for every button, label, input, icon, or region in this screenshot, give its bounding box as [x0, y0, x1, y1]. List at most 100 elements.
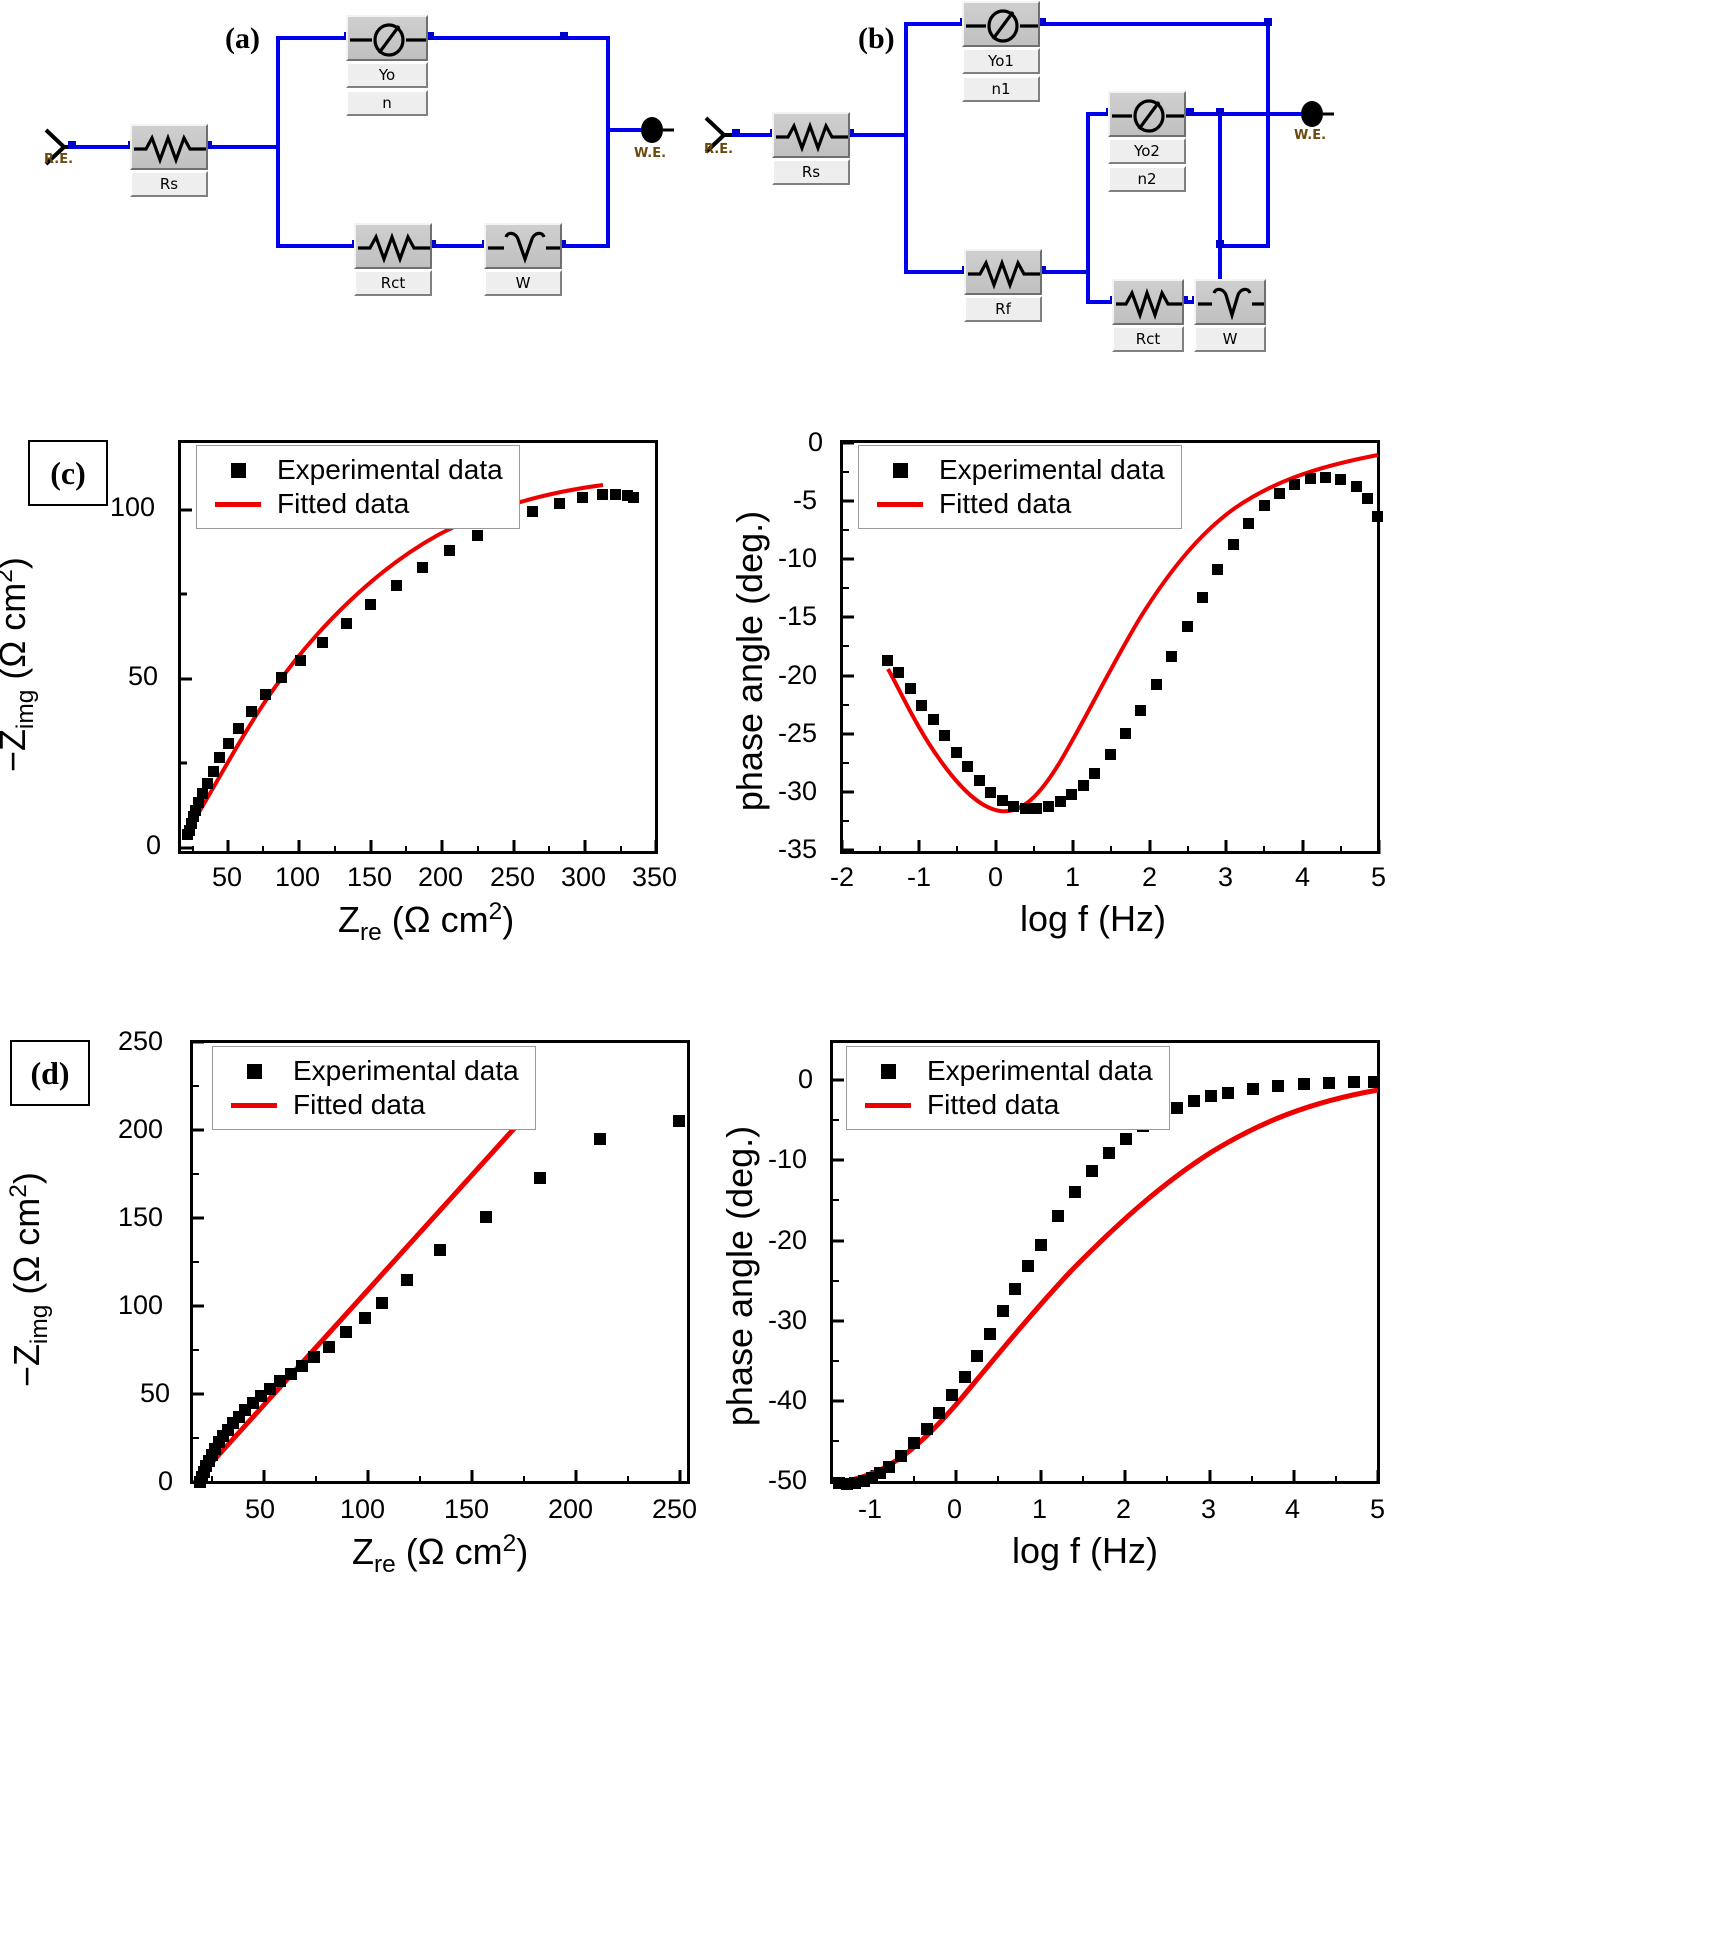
chart-d-nyquist-canvas [190, 1040, 685, 1488]
wire-w-to-right-a [562, 244, 610, 248]
component-label-yo-a: Yo [346, 62, 428, 88]
node-rs-right-a [204, 141, 212, 149]
panel-label-d-box: (d) [10, 1040, 90, 1106]
chart-d-bode-xtick-1: 1 [1032, 1494, 1048, 1524]
chart-d-nyquist-fit-line [194, 1120, 522, 1482]
legend-label-fitted: Fitted data [277, 488, 410, 519]
working-electrode-label-a: W.E. [634, 146, 667, 161]
chart-c-bode: Experimental data Fitted data [840, 440, 1383, 854]
component-label-yo1-b: Yo1 [962, 48, 1040, 74]
legend-label-fitted: Fitted data [939, 488, 1072, 519]
wire-bottom-branch-b [1086, 300, 1114, 304]
legend-marker-line-icon [207, 501, 269, 507]
component-label-n-a: n [346, 90, 428, 116]
legend-marker-line-icon [223, 1102, 285, 1108]
node-rf-right-b [1038, 266, 1046, 274]
chart-c-bode-xtick-m2: -2 [830, 862, 855, 892]
legend-marker-square-icon [857, 1063, 919, 1079]
chart-d-nyquist: Experimental data Fitted data [190, 1040, 690, 1488]
warburg-icon-a [484, 223, 562, 269]
chart-c-nyquist-xlabel: Zre (Ω cm2) [338, 898, 515, 947]
wire-cpe1-to-right-b [1042, 22, 1270, 26]
legend-row-experimental: Experimental data [869, 453, 1165, 487]
component-label-rct-a: Rct [354, 270, 432, 296]
chart-d-nyquist-points [194, 1115, 685, 1488]
chart-d-nyquist-ytick-150: 150 [118, 1202, 164, 1232]
legend-label-experimental: Experimental data [927, 1055, 1153, 1086]
working-electrode-icon-b [1301, 101, 1334, 127]
legend-row-fitted: Fitted data [223, 1088, 519, 1122]
component-label-n2-b: n2 [1108, 166, 1186, 192]
wire-rs-to-split-b [850, 133, 906, 137]
chart-c-bode-xtick-m1: -1 [907, 862, 932, 892]
chart-d-nyquist-ytick-250: 250 [118, 1026, 164, 1056]
legend-marker-line-icon [857, 1102, 919, 1108]
node-top-right-a [560, 32, 568, 40]
chart-c-nyquist: Experimental data Fitted data [178, 440, 658, 854]
node-rct-right-a [428, 240, 436, 248]
component-label-yo2-b: Yo2 [1108, 138, 1186, 164]
resistor-icon-rs-b [772, 112, 850, 158]
chart-d-bode-xtick-m1: -1 [858, 1494, 883, 1524]
chart-c-bode-ytick-m15: -15 [778, 601, 818, 631]
component-label-w-a: W [484, 270, 562, 296]
node-re-a [68, 141, 76, 149]
component-rct-a[interactable]: Rct [354, 223, 432, 296]
chart-c-bode-points [882, 472, 1383, 814]
node-mid-right-b [1216, 108, 1224, 116]
legend-marker-square-icon [869, 462, 931, 478]
wire-re-to-rs-b [734, 133, 774, 137]
chart-c-nyquist-xtick-100: 100 [275, 862, 321, 892]
component-rct-b[interactable]: Rct [1112, 279, 1184, 352]
panel-label-d: (d) [30, 1054, 70, 1091]
cpe1-icon-b [962, 1, 1040, 47]
chart-d-bode-ytick-m20: -20 [768, 1225, 808, 1255]
chart-c-bode-xlabel: log f (Hz) [1020, 898, 1167, 939]
circuit-diagram-b: (b) R.E. Rs [690, 0, 1722, 352]
legend-row-fitted: Fitted data [869, 487, 1165, 521]
node-lower-right-b [1216, 240, 1224, 248]
chart-d-bode-ylabel: phase angle (deg.) [719, 1125, 761, 1427]
chart-c-bode-ytick-m20: -20 [778, 660, 818, 690]
legend-row-experimental: Experimental data [207, 453, 503, 487]
chart-c-nyquist-fit-line [183, 483, 604, 837]
chart-d-nyquist-ytick-200: 200 [118, 1114, 164, 1144]
wire-right-to-we-b [1266, 112, 1304, 116]
component-cpe1-b[interactable]: Yo1 n1 [962, 1, 1040, 102]
chart-d-bode-ytick-m30: -30 [768, 1305, 808, 1335]
chart-d-nyquist-xtick-250: 250 [652, 1494, 698, 1524]
chart-d-nyquist-legend: Experimental data Fitted data [212, 1046, 536, 1130]
wire-right-to-we-a [606, 128, 644, 132]
reference-electrode-label-b: R.E. [704, 142, 734, 157]
wire-cpe-to-right-a [430, 36, 610, 40]
component-w-b[interactable]: W [1194, 279, 1266, 352]
wire-top-to-cpe1-b [904, 22, 964, 26]
component-cpe2-b[interactable]: Yo2 n2 [1108, 91, 1186, 192]
chart-c-bode-ytick-m30: -30 [778, 776, 818, 806]
chart-c-bode-xtick-4: 4 [1295, 862, 1311, 892]
chart-c-bode-ytick-m10: -10 [778, 543, 818, 573]
legend-marker-line-icon [869, 501, 931, 507]
chart-c-bode-ytick-0: 0 [808, 427, 824, 457]
component-w-a[interactable]: W [484, 223, 562, 296]
chart-d-bode-ytick-0: 0 [798, 1064, 814, 1094]
wire-to-rf-b [904, 270, 966, 274]
chart-c-bode-xtick-2: 2 [1142, 862, 1158, 892]
wire-bottom-left-a [276, 244, 356, 248]
cpe-icon-a [346, 15, 428, 61]
chart-d-bode-xtick-3: 3 [1201, 1494, 1217, 1524]
component-cpe-a[interactable]: Yo n [346, 15, 428, 116]
node-cpe-right-a [426, 32, 434, 40]
legend-row-experimental: Experimental data [223, 1054, 519, 1088]
component-rs-a[interactable]: Rs [130, 124, 208, 197]
component-rf-b[interactable]: Rf [964, 249, 1042, 322]
component-label-rct-b: Rct [1112, 326, 1184, 352]
chart-c-bode-xtick-0: 0 [988, 862, 1004, 892]
resistor-icon-rct-b [1112, 279, 1184, 325]
component-label-n1-b: n1 [962, 76, 1040, 102]
chart-d-nyquist-xtick-200: 200 [548, 1494, 594, 1524]
chart-c-nyquist-xtick-350: 350 [632, 862, 678, 892]
chart-d-nyquist-xtick-50: 50 [245, 1494, 276, 1524]
component-rs-b[interactable]: Rs [772, 112, 850, 185]
chart-c-nyquist-legend: Experimental data Fitted data [196, 445, 520, 529]
